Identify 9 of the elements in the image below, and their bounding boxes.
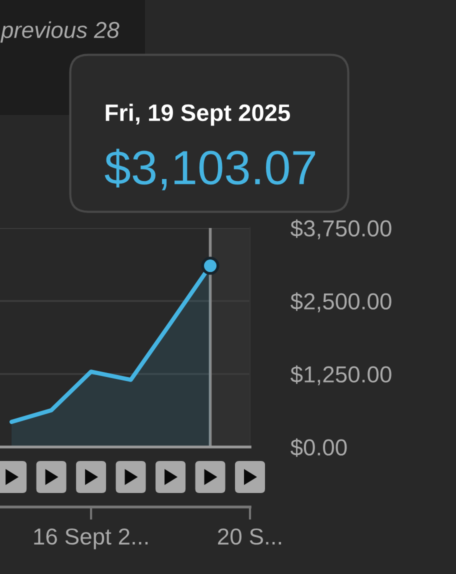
y-tick-label: $1,250.00 (290, 365, 392, 386)
y-tick-label: $3,750.00 (290, 219, 392, 240)
data-label: $3,103.07 (104, 148, 316, 190)
x-tick-label: 16 Sept 2... (34, 528, 148, 550)
y-tick-label: $0.00 (290, 438, 347, 457)
text: previous 28 (0, 21, 120, 43)
x-tick-label: 20 S... (218, 528, 282, 545)
y-tick-label: $2,500.00 (290, 292, 392, 312)
text: Fri, 19 Sept 2025 (106, 104, 290, 126)
